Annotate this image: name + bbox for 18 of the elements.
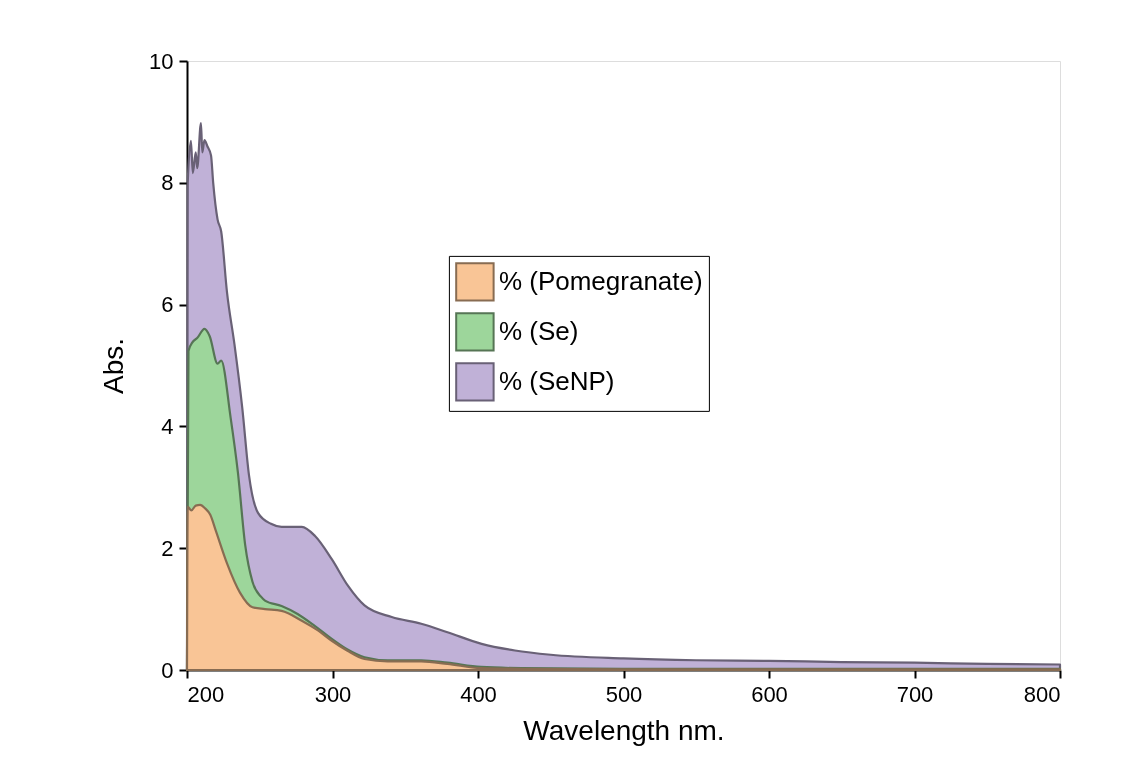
y-tick-label: 8 [161,170,174,196]
y-tick-label: 0 [161,657,174,683]
x-tick-label: 500 [605,681,643,707]
legend-label: % (SeNP) [498,365,615,396]
y-axis-title: Abs. [98,337,130,395]
x-tick-label: 700 [896,681,934,707]
x-tick-label: 200 [187,681,225,707]
y-tick-label: 4 [161,413,174,439]
x-tick-label: 600 [751,681,788,707]
x-tick-label: 800 [1023,681,1061,707]
y-tick-label: 2 [161,535,174,561]
legend-label: % (Se) [498,315,579,346]
x-tick-label: 400 [460,681,497,707]
y-tick-label: 6 [161,292,174,318]
x-tick-label: 300 [314,681,352,707]
y-tick-label: 10 [149,48,174,74]
legend-label: % (Pomegranate) [498,265,703,296]
x-axis-title: Wavelength nm. [523,714,725,746]
